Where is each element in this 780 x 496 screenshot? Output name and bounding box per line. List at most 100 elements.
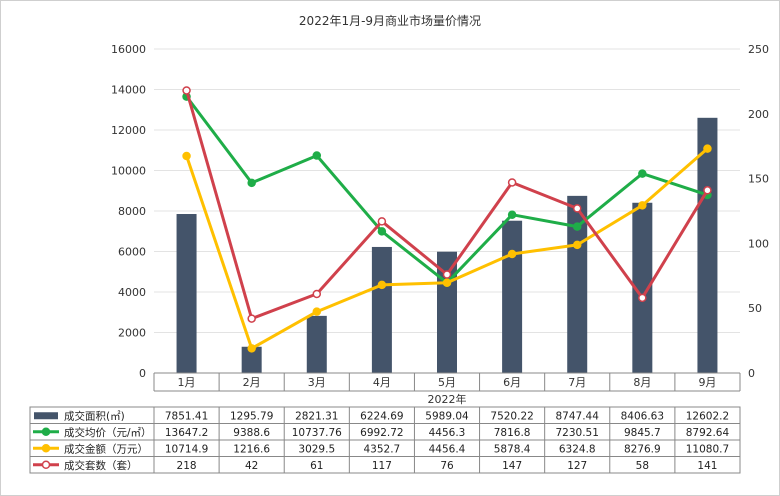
data-point — [572, 204, 582, 213]
data-point — [442, 270, 452, 279]
bar — [176, 214, 197, 373]
legend-marker — [41, 460, 51, 469]
category-label: 7月 — [568, 376, 586, 389]
bar — [502, 220, 523, 373]
data-table-cell: 7851.41 — [165, 410, 208, 422]
data-table-cell: 12602.2 — [686, 410, 729, 422]
right-tick-label: 50 — [748, 302, 762, 315]
left-tick-label: 0 — [139, 367, 146, 380]
chart-title: 2022年1月-9月商业市场量价情况 — [298, 14, 482, 28]
left-tick-label: 8000 — [118, 205, 146, 218]
data-table-cell: 147 — [502, 460, 522, 472]
bar — [241, 346, 262, 373]
right-tick-label: 200 — [748, 108, 769, 121]
data-table-cell: 6224.69 — [360, 410, 403, 422]
data-table-cell: 1216.6 — [233, 443, 270, 455]
data-table-cell: 5878.4 — [494, 443, 531, 455]
data-point — [377, 217, 387, 226]
category-label: 9月 — [698, 376, 716, 389]
left-tick-label: 12000 — [111, 124, 146, 137]
data-table-cell: 8406.63 — [621, 410, 664, 422]
data-point — [247, 344, 256, 353]
category-label: 4月 — [373, 376, 391, 389]
bar — [306, 315, 327, 373]
category-label: 5月 — [438, 376, 456, 389]
left-tick-label: 10000 — [111, 165, 146, 178]
data-point — [638, 201, 647, 210]
left-tick-label: 14000 — [111, 84, 146, 97]
left-tick-label: 16000 — [111, 43, 146, 56]
data-table-cell: 9845.7 — [624, 427, 661, 439]
data-table-cell: 8792.64 — [686, 427, 730, 439]
data-table-cell: 117 — [372, 460, 392, 472]
data-table-cell: 10714.9 — [165, 443, 208, 455]
data-point — [442, 278, 452, 288]
bar — [697, 117, 718, 373]
bar — [632, 202, 653, 373]
bar — [371, 246, 392, 373]
category-label: 1月 — [178, 376, 196, 389]
left-tick-label: 2000 — [118, 327, 146, 340]
legend-marker — [41, 427, 51, 436]
data-point — [703, 186, 712, 195]
right-tick-label: 150 — [748, 173, 769, 186]
data-point — [507, 249, 517, 259]
data-table-cell: 7520.22 — [490, 410, 533, 422]
data-table-cell: 61 — [310, 460, 323, 472]
legend-marker — [41, 444, 51, 453]
data-table-cell: 11080.7 — [686, 443, 729, 455]
data-point — [703, 144, 712, 153]
data-table-cell: 9388.6 — [233, 427, 270, 439]
x-axis-title: 2022年 — [428, 392, 467, 406]
left-tick-label: 6000 — [118, 246, 146, 259]
data-table-cell: 4352.7 — [364, 443, 401, 455]
legend-entry: 成交金额（万元） — [64, 442, 148, 455]
data-point — [182, 151, 191, 161]
data-table-cell: 127 — [567, 460, 587, 472]
data-table-cell: 58 — [636, 460, 649, 472]
data-table-cell: 76 — [440, 460, 454, 472]
category-label: 6月 — [503, 376, 521, 389]
data-point — [247, 178, 256, 188]
left-tick-label: 4000 — [118, 286, 146, 299]
data-table-cell: 5989.04 — [425, 410, 469, 422]
data-table-cell: 8747.44 — [556, 410, 600, 422]
data-point — [507, 210, 517, 219]
category-label: 3月 — [308, 376, 326, 389]
data-point — [572, 222, 582, 231]
legend-entry: 成交面积(㎡) — [64, 409, 125, 422]
data-point — [377, 227, 387, 236]
data-point — [377, 280, 387, 290]
data-point — [507, 178, 517, 187]
category-label: 8月 — [633, 376, 651, 389]
data-table-cell: 141 — [697, 460, 717, 472]
data-table-cell: 6324.8 — [559, 443, 596, 455]
data-table-cell: 42 — [245, 460, 258, 472]
data-point — [312, 307, 322, 316]
legend-entry: 成交套数（套） — [64, 459, 138, 472]
data-table-cell: 13647.2 — [165, 427, 208, 439]
data-point — [638, 169, 647, 178]
data-table-cell: 4456.3 — [429, 427, 466, 439]
data-table-cell: 1295.79 — [230, 410, 273, 422]
data-point — [638, 293, 647, 303]
data-table-cell: 2821.31 — [295, 410, 338, 422]
data-point — [182, 86, 191, 95]
data-table-cell: 3029.5 — [298, 443, 335, 455]
data-point — [572, 240, 582, 250]
data-table-cell: 4456.4 — [429, 443, 466, 455]
data-table-cell: 6992.72 — [360, 427, 403, 439]
legend-swatch — [34, 412, 58, 420]
data-point — [247, 314, 256, 323]
right-tick-label: 0 — [748, 367, 755, 380]
right-tick-label: 100 — [748, 237, 769, 250]
right-tick-label: 250 — [748, 43, 769, 56]
category-label: 2月 — [243, 376, 261, 389]
data-table-cell: 10737.76 — [292, 427, 342, 439]
data-point — [312, 289, 322, 299]
data-table-cell: 218 — [177, 460, 197, 472]
data-point — [312, 151, 322, 160]
legend-entry: 成交均价（元/㎡） — [64, 426, 152, 439]
data-table-cell: 8276.9 — [624, 443, 661, 455]
